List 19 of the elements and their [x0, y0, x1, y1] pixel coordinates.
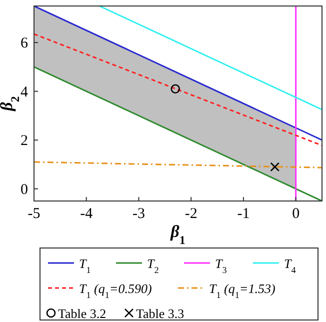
y-tick-label: 2 [20, 133, 28, 150]
legend-label: T$_{1}$ [79, 256, 91, 275]
x-tick-label: -3 [132, 206, 145, 222]
legend-label: Table 3.2 [58, 306, 106, 321]
y-tick-label: 4 [20, 84, 28, 100]
legend-label: T$_{2}$ [147, 256, 160, 275]
x-tick-label: -2 [184, 206, 198, 222]
legend-label: T$_{1}$ (q$_{1}$=0.590) [79, 281, 152, 300]
x-tick-label: -5 [28, 206, 40, 222]
legend-label: T$_{4}$ [284, 256, 296, 275]
y-tick-label: 0 [20, 182, 28, 198]
y-tick-label: 6 [20, 36, 28, 52]
x-tick-label: -4 [80, 206, 94, 222]
x-tick-label: -1 [237, 206, 250, 222]
legend-label: Table 3.3 [136, 306, 184, 321]
legend-label: T$_{1}$ (q$_{1}$=1.53) [209, 281, 276, 300]
legend-label: T$_{3}$ [215, 256, 228, 275]
x-axis-title: β$_{1}$ [170, 222, 186, 247]
x-tick-label: 0 [292, 206, 300, 222]
